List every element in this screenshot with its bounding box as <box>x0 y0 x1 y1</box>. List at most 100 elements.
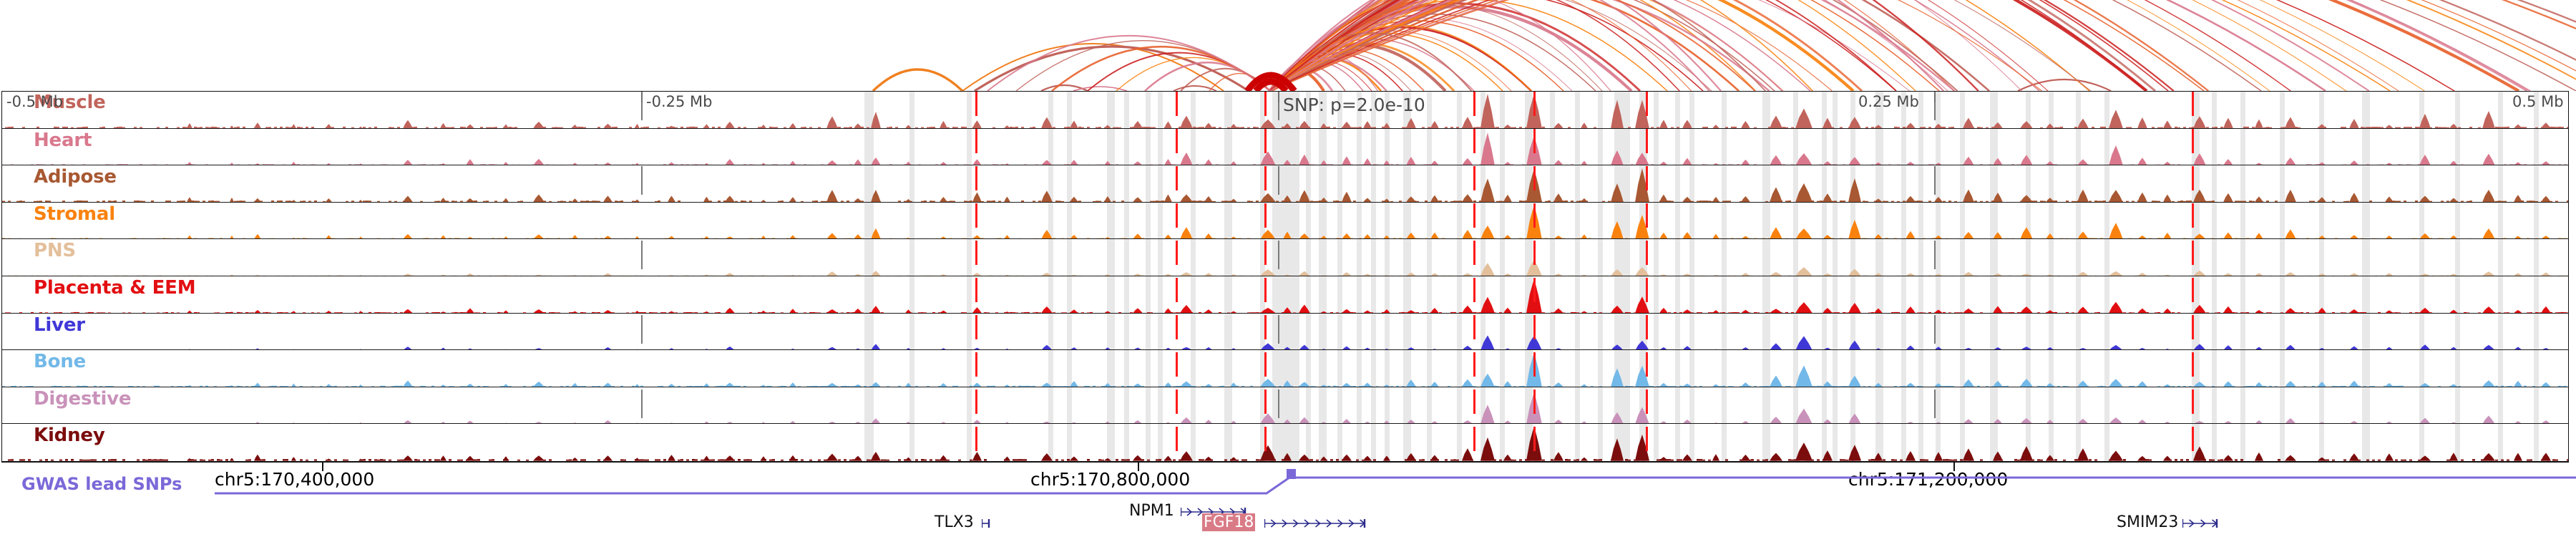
signal-track[interactable]: Kidney <box>2 424 2568 461</box>
track-peak <box>1431 348 1438 350</box>
track-peak <box>1712 384 1719 387</box>
track-peak <box>1165 274 1171 276</box>
chromatin-loop-arc <box>1271 0 1692 91</box>
track-peak <box>1041 190 1053 202</box>
track-peak <box>2385 383 2394 387</box>
track-peak <box>1875 348 1882 350</box>
track-peak <box>1503 125 1512 128</box>
gene-body-fgf18[interactable] <box>1264 517 1375 531</box>
gene-label-tlx3[interactable]: TLX3 <box>935 513 974 531</box>
highlight-band <box>1319 92 1327 461</box>
signal-track[interactable]: Placenta & EEM <box>2 276 2568 314</box>
track-peak <box>725 307 735 313</box>
gwas-lead-snp-marker[interactable] <box>1287 469 1296 479</box>
track-peak <box>2020 379 2033 387</box>
track-peak <box>187 122 192 128</box>
gene-label-fgf18[interactable]: FGF18 <box>1202 513 1256 531</box>
highlight-band <box>2026 92 2031 461</box>
chromatin-loop-arc <box>1073 86 1128 91</box>
track-peak <box>1070 309 1078 313</box>
track-peak <box>1342 418 1352 424</box>
signal-tracks-plot: Muscle Heart Adipose Stromal PNS Placenta & E… <box>1 91 2569 462</box>
track-peak <box>2349 380 2359 387</box>
gene-body-smim23[interactable] <box>2182 517 2227 531</box>
track-peak <box>1407 310 1415 313</box>
track-signal <box>5 392 2555 424</box>
track-peak <box>1611 183 1624 202</box>
track-peak <box>1742 347 1750 350</box>
track-peak <box>1406 196 1416 202</box>
track-peak <box>467 274 474 276</box>
track-peak <box>726 421 734 424</box>
gwas-lead-snps-track <box>215 469 2576 495</box>
track-peak <box>1041 229 1053 239</box>
snp-annotation-label: SNP: p=2.0e-10 <box>1283 95 1425 115</box>
track-peak <box>761 456 766 461</box>
track-peak <box>2318 382 2326 387</box>
highlight-band <box>1457 92 1462 461</box>
track-peak <box>1635 267 1649 276</box>
red-marker-line <box>975 92 977 461</box>
track-peak <box>1581 122 1588 128</box>
track-peak <box>1553 419 1563 424</box>
track-peak <box>854 233 862 239</box>
signal-track[interactable]: Digestive <box>2 387 2568 425</box>
track-peak <box>1994 274 2002 276</box>
track-peak <box>1384 384 1390 387</box>
signal-track[interactable]: Heart <box>2 129 2568 166</box>
track-peak <box>1342 122 1352 128</box>
ruler-label: -0.25 Mb <box>646 93 713 110</box>
track-peak <box>1770 187 1782 202</box>
chromatin-loop-arc <box>1270 0 2042 91</box>
track-peak <box>572 458 578 461</box>
track-peak <box>1682 345 1692 350</box>
track-peak <box>905 161 912 165</box>
track-peak <box>440 198 447 202</box>
track-peak <box>1906 195 1916 202</box>
track-signal <box>2 132 2567 165</box>
signal-track[interactable]: PNS <box>2 239 2568 276</box>
track-peak <box>1795 365 1813 387</box>
track-peak <box>1462 117 1473 128</box>
track-peak <box>326 422 331 424</box>
track-peak <box>1874 383 1883 387</box>
track-peak <box>2137 192 2147 202</box>
track-peak <box>635 458 640 461</box>
track-peak <box>1180 115 1193 128</box>
track-peak <box>255 275 260 276</box>
track-peak <box>1320 123 1327 128</box>
track-peak <box>668 455 675 461</box>
signal-track[interactable]: Stromal <box>2 203 2568 240</box>
track-peak <box>1070 120 1078 128</box>
track-peak <box>1503 455 1512 461</box>
chromatin-loop-arc <box>1269 0 2455 91</box>
track-peak <box>940 161 947 165</box>
track-peak <box>1611 269 1624 276</box>
track-peak <box>871 306 881 313</box>
track-peak <box>703 124 710 128</box>
gene-label-npm1[interactable]: NPM1 <box>1129 502 1174 520</box>
signal-track[interactable]: Bone <box>2 350 2568 387</box>
track-peak <box>1342 346 1351 350</box>
gene-body-tlx3[interactable] <box>982 517 999 531</box>
track-peak <box>1204 196 1213 202</box>
track-peak <box>1104 383 1111 387</box>
gene-label-smim23[interactable]: SMIM23 <box>2117 513 2179 531</box>
track-peak <box>2137 235 2147 239</box>
track-peak <box>1770 309 1782 313</box>
track-peak <box>1105 311 1111 313</box>
signal-track[interactable]: Liver <box>2 314 2568 351</box>
signal-track[interactable]: Adipose <box>2 165 2568 203</box>
track-peak <box>703 383 710 387</box>
track-peak <box>2193 271 2205 276</box>
track-peak <box>503 161 509 165</box>
track-peak <box>2285 229 2296 239</box>
track-peak <box>291 161 296 165</box>
track-peak <box>1205 273 1212 276</box>
track-peak <box>2420 383 2430 387</box>
track-peak <box>1659 194 1668 202</box>
track-peak <box>871 343 881 350</box>
track-peak <box>1906 273 1915 276</box>
signal-track[interactable]: Muscle <box>2 92 2568 129</box>
track-peak <box>291 457 296 461</box>
